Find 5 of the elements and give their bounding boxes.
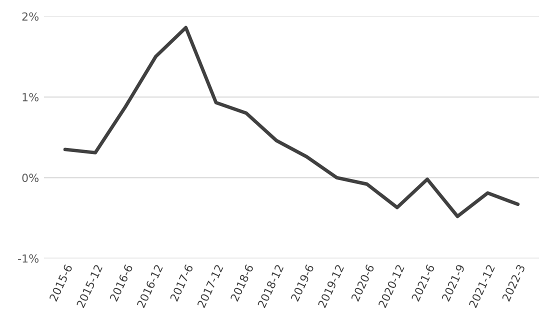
y-tick-label: -1% [18, 254, 39, 263]
y-tick-label: 2% [22, 12, 39, 21]
line-series [63, 26, 520, 218]
y-tick-label: 0% [22, 174, 39, 182]
y-tick-label: 1% [22, 92, 39, 102]
